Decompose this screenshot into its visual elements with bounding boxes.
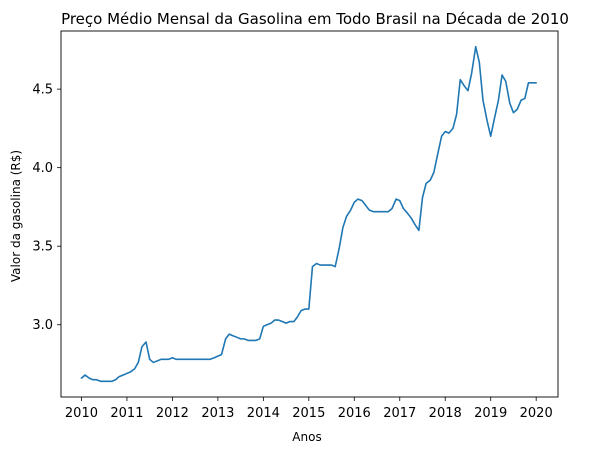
x-tick-label: 2016 (338, 406, 371, 421)
x-tick-label: 2017 (383, 406, 416, 421)
x-tick-label: 2019 (474, 406, 507, 421)
x-tick-label: 2012 (156, 406, 189, 421)
y-tick-label: 3.5 (32, 240, 53, 255)
y-tick-label: 3.0 (32, 318, 53, 333)
x-tick-label: 2014 (247, 406, 280, 421)
x-tick-label: 2015 (292, 406, 325, 421)
x-tick-label: 2020 (520, 406, 553, 421)
x-tick-label: 2018 (429, 406, 462, 421)
plot-frame (60, 30, 559, 398)
x-tick-label: 2011 (110, 406, 143, 421)
chart-title: Preço Médio Mensal da Gasolina em Todo B… (61, 10, 569, 28)
y-tick-label: 4.5 (32, 83, 53, 98)
gasoline-price-line (80, 45, 537, 383)
y-tick-label: 4.0 (32, 161, 53, 176)
x-axis-title: Anos (292, 430, 321, 444)
x-axis: 2010 2011 2012 2013 2014 2015 2016 2017 2018 2019… (65, 397, 553, 421)
x-tick-label: 2010 (65, 406, 98, 421)
y-axis: 3.0 3.5 4.0 4.5 (32, 83, 61, 333)
y-axis-title: Valor da gasolina (R$) (9, 150, 23, 282)
x-tick-label: 2013 (201, 406, 234, 421)
